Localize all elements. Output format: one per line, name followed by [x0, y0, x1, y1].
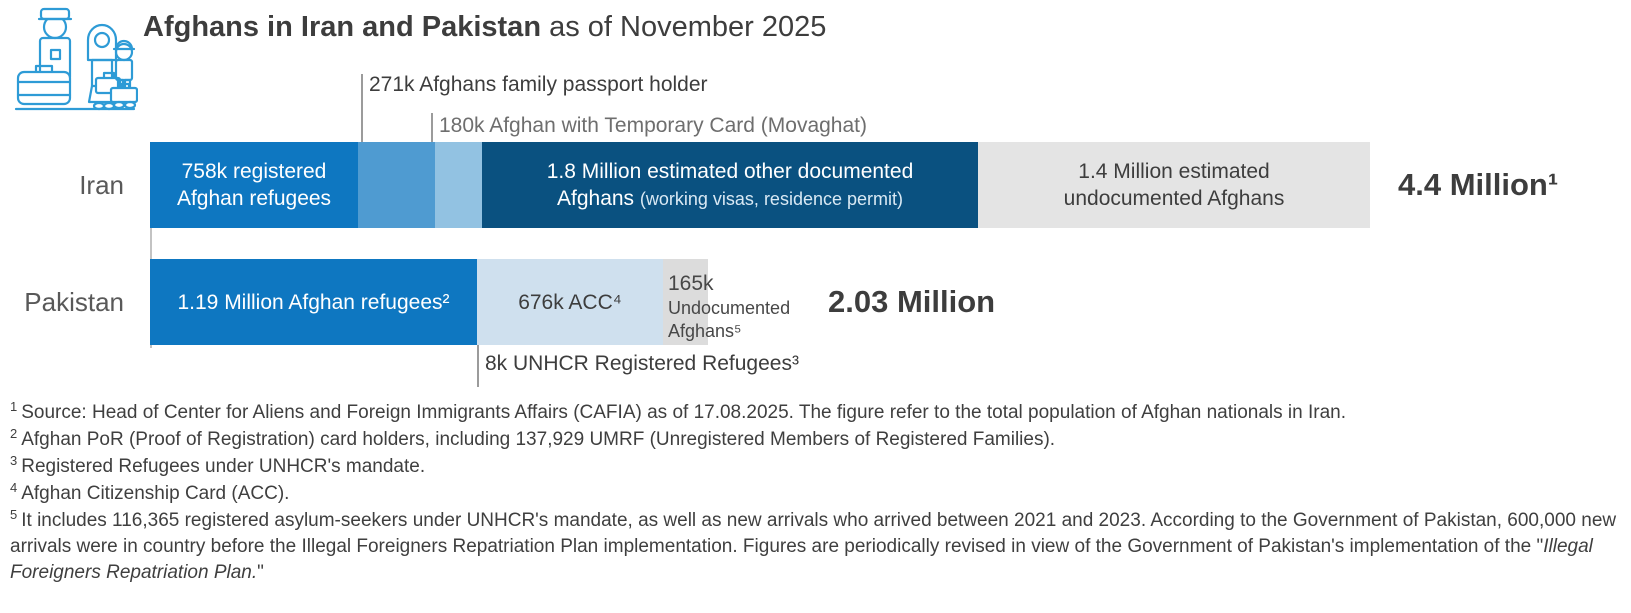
callout-line-unhcr-registered: [477, 345, 479, 387]
pakistan-segment-undocumented: [663, 259, 708, 345]
footnote-3: 3 Registered Refugees under UNHCR's manda…: [10, 454, 1622, 480]
footnote-5-sup: 5: [10, 506, 18, 522]
callout-line-temporary-card: [431, 113, 433, 142]
footnote-2-sup: 2: [10, 425, 18, 441]
axis-baseline: [150, 142, 152, 348]
footnote-5-end: ": [257, 562, 264, 583]
iran-other-documented-small: (working visas, residence permit): [639, 188, 903, 209]
footnote-3-sup: 3: [10, 452, 18, 468]
footnote-2: 2 Afghan PoR (Proof of Registration) card…: [10, 427, 1622, 453]
callout-line-family-passport: [361, 74, 363, 142]
iran-segment-family-passport: [358, 142, 435, 228]
annotation-unhcr-registered: 8k UNHCR Registered Refugees³: [485, 352, 799, 375]
footnotes: 1 Source: Head of Center for Aliens and F…: [10, 400, 1622, 587]
footnote-4-text: Afghan Citizenship Card (ACC).: [21, 483, 290, 504]
page-title: Afghans in Iran and Pakistan as of Novem…: [143, 9, 826, 45]
pakistan-segment-acc-label: 676k ACC⁴: [518, 290, 622, 314]
row-label-pakistan: Pakistan: [24, 286, 124, 317]
iran-total: 4.4 Million¹: [1398, 167, 1559, 202]
footnote-4-sup: 4: [10, 479, 18, 495]
iran-segment-temporary-card: [435, 142, 482, 228]
row-label-iran: Iran: [79, 169, 124, 200]
iran-segment-undocumented-label: 1.4 Million estimated undocumented Afgha…: [1063, 160, 1285, 210]
footnote-1: 1 Source: Head of Center for Aliens and F…: [10, 400, 1622, 426]
iran-other-documented-main: 1.8 Million estimated other documented A…: [546, 159, 914, 210]
annotation-family-passport: 271k Afghans family passport holder: [369, 73, 708, 96]
footnote-4: 4 Afghan Citizenship Card (ACC).: [10, 481, 1622, 507]
iran-bar: 758k registered Afghan refugees 1.8 Mill…: [150, 142, 1370, 228]
footnote-2-text: Afghan PoR (Proof of Registration) card …: [21, 429, 1056, 450]
footnote-5-text: It includes 116,365 registered asylum-se…: [10, 510, 1617, 557]
pakistan-undocumented-line3: Afghans⁵: [668, 321, 742, 341]
iran-segment-other-documented-label: 1.8 Million estimated other documented A…: [506, 158, 954, 213]
footnote-5: 5 It includes 116,365 registered asylum-s…: [10, 508, 1622, 586]
page-title-rest: as of November 2025: [541, 11, 827, 43]
pakistan-segment-acc: 676k ACC⁴: [477, 259, 663, 345]
pakistan-segment-refugees: 1.19 Million Afghan refugees²: [150, 259, 477, 345]
iran-segment-undocumented: 1.4 Million estimated undocumented Afgha…: [978, 142, 1370, 228]
page-title-bold: Afghans in Iran and Pakistan: [143, 11, 542, 43]
footnote-5-italic: Illegal Foreigners Repatriation Plan.: [10, 536, 1593, 583]
footnote-3-text: Registered Refugees under UNHCR's mandat…: [21, 456, 426, 477]
pakistan-bar: 1.19 Million Afghan refugees² 676k ACC⁴: [150, 259, 708, 345]
footnote-1-text: Source: Head of Center for Aliens and Fo…: [21, 402, 1347, 423]
iran-segment-registered-refugees: 758k registered Afghan refugees: [150, 142, 358, 228]
iran-segment-registered-label: 758k registered Afghan refugees: [176, 160, 332, 210]
pakistan-undocumented-label: 165k Undocumented Afghans⁵: [668, 270, 790, 343]
pakistan-undocumented-line2: Undocumented: [668, 298, 791, 318]
pakistan-segment-refugees-label: 1.19 Million Afghan refugees²: [177, 290, 450, 314]
refugee-family-icon: [14, 7, 138, 111]
pakistan-total: 2.03 Million: [828, 284, 996, 319]
annotation-temporary-card: 180k Afghan with Temporary Card (Movagha…: [439, 114, 867, 137]
iran-segment-other-documented: 1.8 Million estimated other documented A…: [482, 142, 978, 228]
pakistan-undocumented-line1: 165k: [668, 272, 714, 295]
footnote-1-sup: 1: [10, 398, 18, 414]
